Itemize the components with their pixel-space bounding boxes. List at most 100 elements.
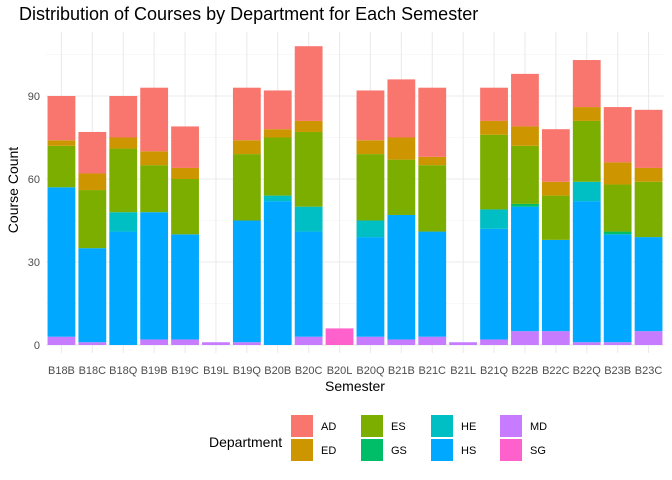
bar-segment-B19B-HS xyxy=(140,212,169,340)
bar-segment-B19C-ED xyxy=(171,167,199,179)
bar-segment-B18B-ES xyxy=(47,145,76,188)
bar-segment-B19B-ED xyxy=(140,151,169,166)
bar-segment-B20Q-MD xyxy=(356,336,385,345)
legend-title: Department xyxy=(209,434,282,450)
bar-segment-B20Q-HE xyxy=(356,220,385,238)
bar-segment-B22Q-ES xyxy=(572,120,601,182)
bar-segment-B21Q-ED xyxy=(480,120,508,135)
legend-label-HS: HS xyxy=(461,445,476,457)
legend-label-AD: AD xyxy=(321,421,336,433)
bar-segment-B22Q-HE xyxy=(572,181,601,202)
bar-segment-B22C-AD xyxy=(541,129,570,182)
bar-segment-B18C-ED xyxy=(78,173,107,191)
x-tick-label: B21C xyxy=(418,365,446,377)
bar-segment-B20C-HE xyxy=(294,206,323,232)
grid xyxy=(46,32,664,353)
bar-segment-B21B-HS xyxy=(387,214,416,340)
bar-segment-B22Q-HS xyxy=(572,201,601,343)
x-tick-label: B20B xyxy=(264,365,291,377)
legend-label-SG: SG xyxy=(530,445,546,457)
bar-segment-B21B-ES xyxy=(387,159,416,215)
bar-segment-B23B-HS xyxy=(603,234,632,343)
bar-segment-B23C-HS xyxy=(634,237,663,332)
bar-segment-B21C-HS xyxy=(418,231,447,337)
y-tick-label: 60 xyxy=(28,174,40,186)
bar-segment-B20Q-AD xyxy=(356,90,385,141)
bar-segment-B21Q-ES xyxy=(480,134,508,210)
bar-segment-B18C-HS xyxy=(78,248,107,343)
bar-segment-B20C-ES xyxy=(294,131,323,207)
bar-segment-B22Q-MD xyxy=(572,342,601,345)
bar-segment-B23B-ES xyxy=(603,184,632,232)
bar-segment-B21Q-HS xyxy=(480,228,508,340)
x-tick-label: B21L xyxy=(450,365,476,377)
x-tick-label: B20L xyxy=(327,365,353,377)
bar-segment-B18Q-AD xyxy=(109,96,138,138)
x-tick-label: B22B xyxy=(511,365,538,377)
bar-segment-B21C-MD xyxy=(418,336,447,345)
bar-segment-B18B-MD xyxy=(47,336,76,345)
bar-segment-B20B-ES xyxy=(263,137,292,196)
bar-segment-B22C-ES xyxy=(541,195,570,240)
bar-segment-B22B-ES xyxy=(511,145,539,204)
bar-segment-B23C-AD xyxy=(634,109,663,168)
bar-segment-B20C-HS xyxy=(294,231,323,337)
bar-segment-B22B-HS xyxy=(511,206,539,332)
legend-label-HE: HE xyxy=(461,421,476,433)
bar-segment-B19Q-HS xyxy=(232,220,261,343)
bar-segment-B18B-AD xyxy=(47,96,76,141)
bar-segment-B23B-ED xyxy=(603,162,632,185)
bar-segment-B21B-ED xyxy=(387,137,416,160)
bars xyxy=(47,46,663,345)
bar-segment-B19C-HS xyxy=(171,234,199,340)
bar-segment-B20Q-ED xyxy=(356,140,385,155)
x-tick-label: B18Q xyxy=(109,365,138,377)
bar-segment-B20C-ED xyxy=(294,120,323,132)
bar-segment-B21C-ES xyxy=(418,165,447,232)
bar-segment-B19B-MD xyxy=(140,339,169,345)
legend-key-AD xyxy=(291,415,313,437)
legend-label-MD: MD xyxy=(530,421,547,433)
legend-label-ES: ES xyxy=(391,421,406,433)
bar-segment-B22C-MD xyxy=(541,331,570,345)
bar-segment-B20B-HE xyxy=(263,195,292,202)
bar-segment-B19B-AD xyxy=(140,87,169,152)
legend-label-GS: GS xyxy=(391,445,407,457)
bar-segment-B19Q-ED xyxy=(232,140,261,155)
bar-segment-B22B-AD xyxy=(511,73,539,127)
bar-segment-B19C-AD xyxy=(171,126,199,168)
x-tick-label: B21Q xyxy=(480,365,509,377)
y-axis-ticks: 0 30 60 90 xyxy=(28,91,40,352)
bar-segment-B21L-MD xyxy=(449,342,478,345)
x-tick-label: B22Q xyxy=(573,365,602,377)
bar-segment-B20L-SG xyxy=(325,328,354,345)
x-tick-label: B20C xyxy=(295,365,323,377)
x-axis-ticks: B18B B18C B18Q B19B B19C B19L B19Q B20B B20C B20L… xyxy=(48,365,662,377)
legend: Department AD ED ES GS HE HS MD SG xyxy=(209,415,547,461)
bar-segment-B18C-AD xyxy=(78,131,107,174)
bar-segment-B18Q-HE xyxy=(109,212,138,232)
bar-segment-B18B-ED xyxy=(47,140,76,146)
bar-segment-B20B-ED xyxy=(263,129,292,138)
bar-segment-B19B-ES xyxy=(140,165,169,213)
bar-segment-B21C-ED xyxy=(418,156,447,166)
bar-segment-B23B-MD xyxy=(603,342,632,345)
bar-segment-B22B-ED xyxy=(511,126,539,146)
x-tick-label: B19Q xyxy=(233,365,262,377)
y-tick-label: 30 xyxy=(28,257,40,269)
chart-title: Distribution of Courses by Department fo… xyxy=(19,4,478,24)
x-tick-label: B21B xyxy=(388,365,415,377)
x-tick-label: B18C xyxy=(79,365,107,377)
bar-segment-B21B-MD xyxy=(387,339,416,345)
bar-segment-B22C-HS xyxy=(541,239,570,332)
bar-segment-B18Q-ED xyxy=(109,137,138,149)
x-axis-title: Semester xyxy=(325,378,385,394)
legend-key-SG xyxy=(500,439,522,461)
bar-segment-B18Q-ES xyxy=(109,148,138,213)
bar-segment-B22C-ED xyxy=(541,181,570,196)
legend-key-ED xyxy=(291,439,313,461)
bar-segment-B19Q-MD xyxy=(232,342,261,345)
bar-segment-B23B-AD xyxy=(603,107,632,163)
y-tick-label: 90 xyxy=(28,91,40,103)
